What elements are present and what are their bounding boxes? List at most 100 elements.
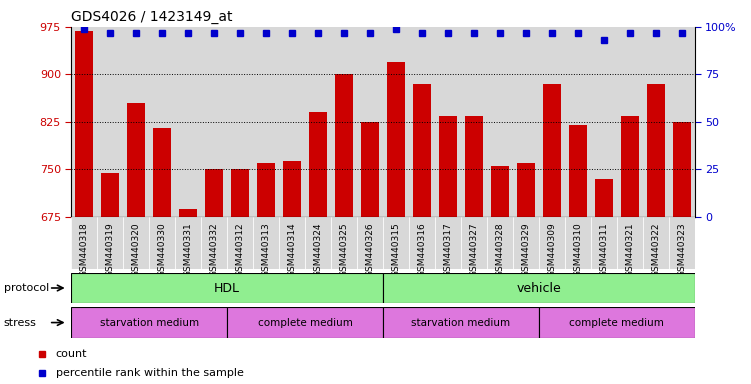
FancyBboxPatch shape xyxy=(201,217,228,269)
Bar xyxy=(643,27,668,217)
Text: GSM440329: GSM440329 xyxy=(521,222,530,277)
FancyBboxPatch shape xyxy=(617,217,643,269)
FancyBboxPatch shape xyxy=(539,217,565,269)
Bar xyxy=(361,122,379,217)
Text: GSM440311: GSM440311 xyxy=(599,222,608,277)
Bar xyxy=(491,166,509,217)
Bar xyxy=(335,74,353,217)
Text: starvation medium: starvation medium xyxy=(412,318,511,328)
Bar xyxy=(357,27,383,217)
FancyBboxPatch shape xyxy=(539,307,695,338)
Bar xyxy=(101,173,119,217)
Text: GSM440326: GSM440326 xyxy=(366,222,375,277)
Text: GSM440322: GSM440322 xyxy=(651,222,660,276)
Text: GSM440316: GSM440316 xyxy=(418,222,427,277)
Bar xyxy=(673,122,691,217)
Bar xyxy=(253,27,279,217)
Bar xyxy=(305,27,331,217)
Bar xyxy=(387,62,405,217)
FancyBboxPatch shape xyxy=(383,273,695,303)
Bar xyxy=(647,84,665,217)
Bar xyxy=(435,27,461,217)
Bar xyxy=(228,27,253,217)
FancyBboxPatch shape xyxy=(149,217,175,269)
FancyBboxPatch shape xyxy=(175,217,201,269)
Bar xyxy=(668,27,695,217)
Bar xyxy=(127,103,146,217)
Text: GSM440309: GSM440309 xyxy=(547,222,556,277)
Bar xyxy=(149,27,175,217)
FancyBboxPatch shape xyxy=(461,217,487,269)
Bar xyxy=(543,84,561,217)
Bar xyxy=(331,27,357,217)
Text: GSM440321: GSM440321 xyxy=(626,222,635,277)
Bar xyxy=(409,27,435,217)
Text: GSM440325: GSM440325 xyxy=(339,222,348,277)
FancyBboxPatch shape xyxy=(98,217,123,269)
FancyBboxPatch shape xyxy=(643,217,668,269)
FancyBboxPatch shape xyxy=(668,217,695,269)
Bar xyxy=(620,116,639,217)
Bar xyxy=(179,209,198,217)
Text: GSM440323: GSM440323 xyxy=(677,222,686,277)
FancyBboxPatch shape xyxy=(331,217,357,269)
FancyBboxPatch shape xyxy=(279,217,305,269)
Text: GSM440319: GSM440319 xyxy=(106,222,115,277)
Bar xyxy=(383,27,409,217)
Text: HDL: HDL xyxy=(214,281,240,295)
Bar xyxy=(565,27,591,217)
Bar xyxy=(517,163,535,217)
Bar xyxy=(153,128,171,217)
Text: GSM440313: GSM440313 xyxy=(261,222,270,277)
Bar xyxy=(201,27,228,217)
Text: complete medium: complete medium xyxy=(258,318,352,328)
Text: GSM440317: GSM440317 xyxy=(443,222,452,277)
FancyBboxPatch shape xyxy=(305,217,331,269)
Text: GSM440315: GSM440315 xyxy=(391,222,400,277)
FancyBboxPatch shape xyxy=(71,307,228,338)
FancyBboxPatch shape xyxy=(383,217,409,269)
FancyBboxPatch shape xyxy=(409,217,435,269)
Bar xyxy=(309,113,327,217)
FancyBboxPatch shape xyxy=(228,217,253,269)
FancyBboxPatch shape xyxy=(435,217,461,269)
FancyBboxPatch shape xyxy=(71,273,383,303)
Bar xyxy=(487,27,513,217)
Text: GSM440324: GSM440324 xyxy=(314,222,323,276)
Text: GSM440320: GSM440320 xyxy=(131,222,140,277)
Bar xyxy=(461,27,487,217)
Bar xyxy=(279,27,305,217)
Bar xyxy=(465,116,483,217)
FancyBboxPatch shape xyxy=(513,217,539,269)
Bar xyxy=(75,31,93,217)
Bar xyxy=(205,169,223,217)
FancyBboxPatch shape xyxy=(357,217,383,269)
FancyBboxPatch shape xyxy=(383,307,539,338)
Text: starvation medium: starvation medium xyxy=(100,318,199,328)
Text: GSM440330: GSM440330 xyxy=(158,222,167,277)
Bar xyxy=(591,27,617,217)
Bar xyxy=(617,27,643,217)
Bar xyxy=(71,27,98,217)
Bar xyxy=(123,27,149,217)
Text: GDS4026 / 1423149_at: GDS4026 / 1423149_at xyxy=(71,10,233,25)
Text: GSM440318: GSM440318 xyxy=(80,222,89,277)
Text: complete medium: complete medium xyxy=(569,318,664,328)
Bar xyxy=(283,161,301,217)
Text: GSM440331: GSM440331 xyxy=(184,222,193,277)
Bar xyxy=(98,27,123,217)
FancyBboxPatch shape xyxy=(123,217,149,269)
Bar xyxy=(539,27,565,217)
FancyBboxPatch shape xyxy=(228,307,383,338)
Text: GSM440314: GSM440314 xyxy=(288,222,297,277)
Text: vehicle: vehicle xyxy=(517,281,561,295)
Text: count: count xyxy=(56,349,87,359)
FancyBboxPatch shape xyxy=(71,217,98,269)
Bar xyxy=(175,27,201,217)
Bar xyxy=(513,27,539,217)
FancyBboxPatch shape xyxy=(591,217,617,269)
Bar xyxy=(439,116,457,217)
Text: stress: stress xyxy=(4,318,37,328)
Text: GSM440332: GSM440332 xyxy=(210,222,219,277)
FancyBboxPatch shape xyxy=(565,217,591,269)
